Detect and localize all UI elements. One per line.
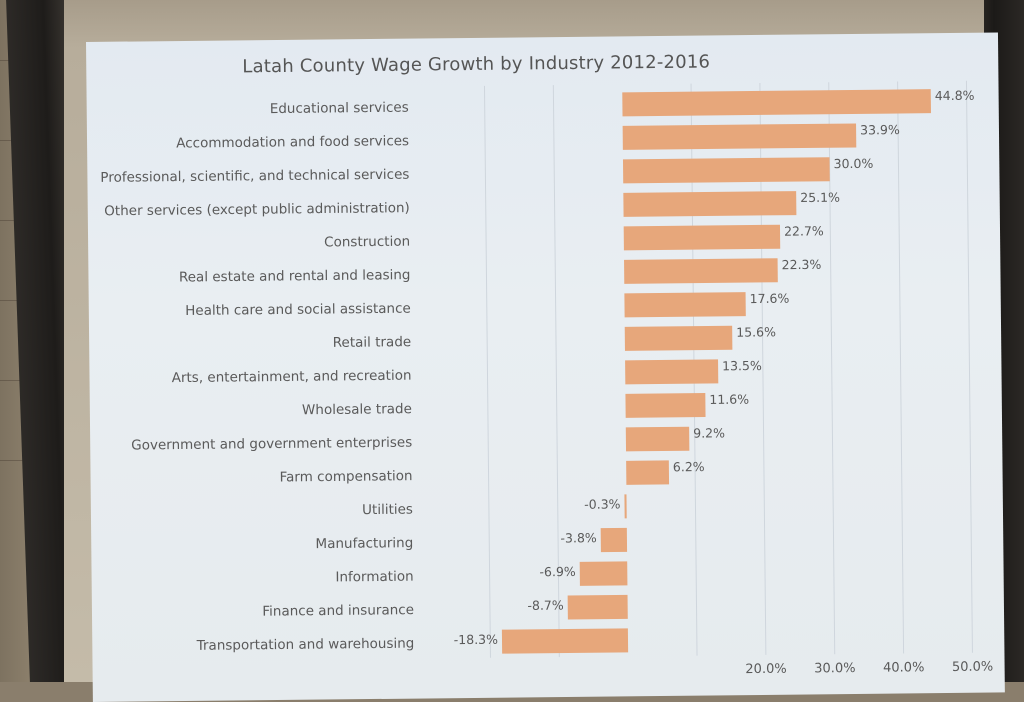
bar xyxy=(501,628,629,654)
gridline xyxy=(483,85,491,658)
data-label: 22.7% xyxy=(784,223,824,238)
category-label: Health care and social assistance xyxy=(185,301,411,319)
projected-slide: Latah County Wage Growth by Industry 201… xyxy=(86,32,1005,702)
x-tick-label: 40.0% xyxy=(883,660,924,675)
data-label: 11.6% xyxy=(709,392,749,407)
category-label: Construction xyxy=(324,234,410,251)
bar xyxy=(567,594,628,620)
category-label: Real estate and rental and leasing xyxy=(179,267,411,285)
category-label: Professional, scientific, and technical … xyxy=(100,167,409,186)
bar xyxy=(625,426,690,452)
data-label: -0.3% xyxy=(584,496,621,511)
gridline xyxy=(897,81,905,654)
category-label: Finance and insurance xyxy=(262,602,414,620)
data-label: 15.6% xyxy=(736,324,776,339)
bar xyxy=(624,325,733,351)
category-label: Accommodation and food services xyxy=(176,133,409,151)
data-label: 30.0% xyxy=(834,156,874,171)
data-label: 17.6% xyxy=(750,291,790,306)
bar xyxy=(626,460,670,485)
data-label: 6.2% xyxy=(673,459,705,474)
bar xyxy=(622,89,931,117)
category-label: Information xyxy=(335,569,413,586)
data-label: 33.9% xyxy=(860,122,900,137)
data-label: 13.5% xyxy=(722,358,762,373)
bar-chart: Educational services 44.8% Accommodation a… xyxy=(100,80,993,677)
data-label: -6.9% xyxy=(539,564,576,579)
data-label: 25.1% xyxy=(800,190,840,205)
bar xyxy=(625,393,706,418)
category-label: Arts, entertainment, and recreation xyxy=(172,368,412,387)
data-label: 9.2% xyxy=(693,425,725,440)
category-label: Transportation and warehousing xyxy=(196,636,415,654)
bar xyxy=(579,561,628,586)
category-label: Wholesale trade xyxy=(302,401,412,418)
category-label: Utilities xyxy=(362,502,413,519)
bar xyxy=(624,494,627,519)
bar xyxy=(624,292,746,318)
x-tick-label: 20.0% xyxy=(745,662,786,677)
bar xyxy=(625,359,719,385)
gridline xyxy=(552,85,560,658)
bar xyxy=(622,157,830,184)
x-tick-label: 30.0% xyxy=(814,661,855,676)
x-tick-label: 50.0% xyxy=(952,660,993,675)
data-label: -3.8% xyxy=(560,530,597,545)
bar xyxy=(623,191,797,217)
bar xyxy=(622,123,857,150)
data-label: -18.3% xyxy=(454,632,498,647)
bar xyxy=(623,224,781,251)
data-label: 22.3% xyxy=(782,257,822,272)
bar xyxy=(600,527,628,553)
data-label: -8.7% xyxy=(527,598,564,613)
data-label: 44.8% xyxy=(935,88,975,103)
bar xyxy=(624,258,778,284)
category-label: Educational services xyxy=(270,100,409,117)
category-label: Other services (except public administra… xyxy=(104,200,410,219)
category-label: Manufacturing xyxy=(315,535,413,552)
category-label: Retail trade xyxy=(333,334,412,351)
category-label: Government and government enterprises xyxy=(131,435,412,454)
gridline xyxy=(965,80,973,653)
category-label: Farm compensation xyxy=(280,468,413,485)
